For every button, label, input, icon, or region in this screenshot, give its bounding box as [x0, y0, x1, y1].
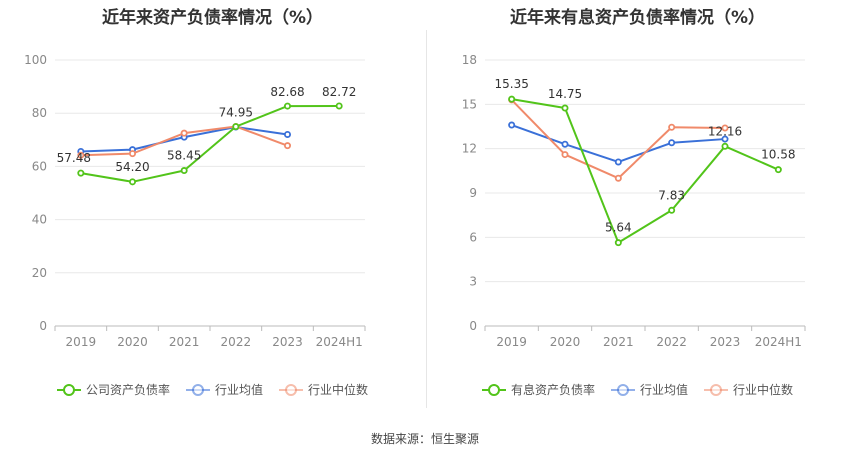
data-label: 54.20 [115, 160, 149, 174]
legend-item[interactable]: 行业均值 [185, 381, 263, 398]
series-line [80, 104, 340, 183]
y-tick-label: 20 [32, 266, 47, 280]
data-label: 5.64 [605, 221, 632, 235]
legend-marker-icon [279, 383, 303, 396]
data-point[interactable] [721, 135, 729, 143]
data-point[interactable] [721, 124, 729, 132]
data-point[interactable] [561, 104, 569, 112]
y-tick-label: 15 [462, 97, 477, 111]
y-tick-label: 9 [469, 186, 477, 200]
data-point[interactable] [180, 129, 188, 137]
chart-title: 近年来资产负债率情况（%） [101, 8, 324, 28]
chart-panel-left: 近年来资产负债率情况（%） 0 20 40 60 80 100 2019 2020 2021 20… [0, 0, 425, 420]
data-point[interactable] [668, 139, 676, 147]
data-point[interactable] [614, 174, 622, 182]
x-tick-label: 2022 [656, 335, 687, 349]
line-chart-debt-ratio: 0 20 40 60 80 100 2019 2020 2021 2022 2023 2024H1 57… [24, 53, 366, 349]
x-tick-label: 2024H1 [755, 335, 802, 349]
data-label: 12.16 [708, 124, 742, 138]
data-source: 数据来源：恒生聚源 [370, 432, 479, 446]
data-label: 58.45 [167, 149, 201, 163]
data-point[interactable] [561, 140, 569, 148]
data-point[interactable] [77, 151, 85, 159]
data-point[interactable] [668, 123, 676, 131]
x-tick-label: 2023 [710, 335, 741, 349]
data-point[interactable] [668, 206, 676, 214]
line-chart-interest-debt-ratio: 0 3 6 9 12 15 18 2019 2020 2021 2022 2023 2024H1 15.3… [462, 53, 806, 349]
data-label: 57.48 [57, 151, 91, 165]
data-point[interactable] [77, 169, 85, 177]
chart-title: 近年来有息资产负债率情况（%） [509, 8, 766, 28]
legend-marker-icon [185, 383, 210, 396]
data-point[interactable] [508, 121, 516, 129]
legend-marker-icon [704, 383, 728, 396]
legend-item[interactable]: 行业均值 [610, 381, 688, 398]
x-tick-label: 2021 [169, 335, 200, 349]
data-point[interactable] [561, 151, 569, 159]
y-tick-label: 60 [32, 159, 47, 173]
data-point[interactable] [283, 130, 291, 138]
data-point[interactable] [232, 123, 240, 131]
legend-label: 公司资产负债率 [85, 383, 170, 397]
x-tick-label: 2019 [66, 335, 97, 349]
legend-item[interactable]: 行业中位数 [279, 381, 368, 398]
y-tick-label: 40 [32, 213, 47, 227]
panel-divider [426, 30, 427, 408]
legend-label: 行业均值 [214, 383, 263, 397]
data-point[interactable] [774, 166, 782, 174]
x-tick-label: 2020 [550, 335, 581, 349]
chart-legend: 有息资产负债率 行业均值 行业中位数 [425, 381, 850, 398]
legend-label: 行业中位数 [308, 383, 369, 397]
data-point[interactable] [283, 142, 291, 150]
series-line [511, 98, 779, 244]
y-tick-label: 18 [462, 53, 477, 67]
data-label: 82.72 [322, 85, 356, 99]
data-label: 15.35 [494, 77, 528, 91]
data-point[interactable] [614, 239, 622, 247]
chart-panel-right: 近年来有息资产负债率情况（%） 0 3 6 9 12 15 18 2019 2020 2021 20… [425, 0, 850, 420]
legend-label: 有息资产负债率 [510, 383, 595, 397]
data-point[interactable] [180, 167, 188, 175]
legend-label: 行业均值 [639, 383, 688, 397]
legend-marker-icon [56, 383, 81, 396]
legend-marker-icon [610, 383, 635, 396]
legend-label: 行业中位数 [733, 383, 794, 397]
series-line [511, 124, 726, 163]
x-tick-label: 2021 [603, 335, 634, 349]
y-tick-label: 80 [32, 106, 47, 120]
x-tick-label: 2024H1 [316, 335, 363, 349]
legend-item[interactable]: 公司资产负债率 [56, 381, 170, 398]
data-point[interactable] [283, 102, 291, 110]
data-label: 14.75 [548, 87, 582, 101]
data-label: 7.83 [658, 188, 685, 202]
y-tick-label: 0 [469, 319, 477, 333]
x-tick-label: 2019 [496, 335, 527, 349]
legend-item[interactable]: 有息资产负债率 [481, 381, 595, 398]
y-tick-label: 6 [469, 230, 477, 244]
data-label: 10.58 [761, 148, 795, 162]
x-tick-label: 2022 [221, 335, 252, 349]
data-point[interactable] [128, 150, 136, 158]
y-tick-label: 12 [462, 142, 477, 156]
data-point[interactable] [614, 158, 622, 166]
data-label: 82.68 [270, 85, 304, 99]
y-tick-label: 100 [24, 53, 47, 67]
chart-legend: 公司资产负债率 行业均值 行业中位数 [0, 381, 425, 398]
y-tick-label: 0 [39, 319, 47, 333]
x-tick-label: 2020 [117, 335, 148, 349]
legend-marker-icon [481, 383, 506, 396]
data-label: 74.95 [219, 106, 253, 120]
data-point[interactable] [508, 95, 516, 103]
x-tick-label: 2023 [272, 335, 303, 349]
data-point[interactable] [335, 102, 343, 110]
y-tick-label: 3 [469, 275, 477, 289]
series-line [510, 99, 726, 180]
data-point[interactable] [128, 178, 136, 186]
legend-item[interactable]: 行业中位数 [704, 381, 793, 398]
data-point[interactable] [721, 142, 729, 150]
